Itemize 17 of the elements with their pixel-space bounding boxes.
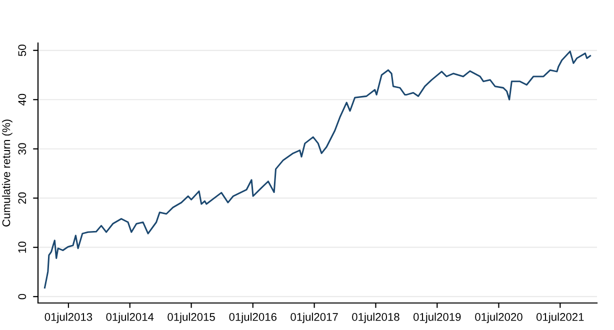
y-axis-title: Cumulative return (%) <box>2 120 12 226</box>
x-tick-label: 01jul2013 <box>44 312 92 324</box>
x-tick-label: 01jul2020 <box>475 312 522 324</box>
x-tick-label: 01jul2019 <box>413 312 461 324</box>
y-tick-label: 10 <box>18 242 26 253</box>
y-tick-label: 40 <box>18 94 26 106</box>
y-tick-label: 20 <box>18 192 26 204</box>
line-series <box>44 50 592 288</box>
y-tick-label: 50 <box>18 44 26 56</box>
y-tick-label: 0 <box>18 294 26 300</box>
x-tick-label: 01jul2021 <box>536 312 584 324</box>
y-tick-label: 30 <box>18 143 26 155</box>
x-tick-label: 01jul2015 <box>168 312 215 324</box>
x-tick-label: 01jul2017 <box>290 312 338 324</box>
x-tick-label: 01jul2016 <box>229 312 276 324</box>
x-tick-label: 01jul2018 <box>352 312 400 324</box>
x-tick-label: 01jul2014 <box>106 312 154 324</box>
